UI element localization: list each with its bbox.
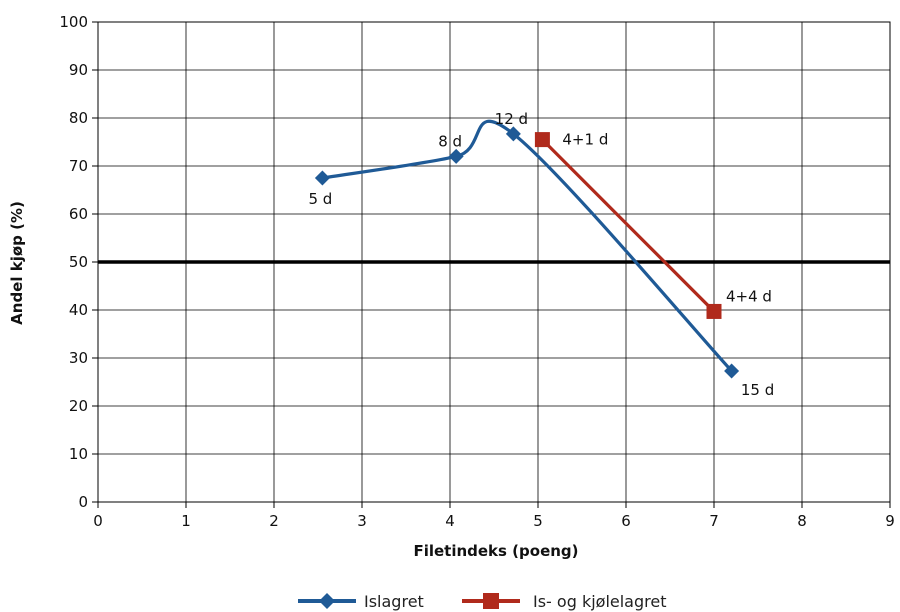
- x-tick-label: 8: [797, 512, 807, 530]
- data-point-marker: [314, 170, 330, 186]
- data-point-marker: [505, 126, 521, 142]
- legend-item: Is- og kjølelagret: [462, 592, 666, 611]
- x-tick-label: 2: [269, 512, 279, 530]
- legend-marker: [483, 593, 499, 609]
- data-point-marker: [448, 148, 464, 164]
- y-tick-label: 30: [69, 349, 88, 367]
- data-label: 15 d: [741, 381, 774, 399]
- x-tick-label: 4: [445, 512, 455, 530]
- y-tick-label: 20: [69, 397, 88, 415]
- legend-label: Is- og kjølelagret: [533, 592, 666, 611]
- y-axis-ticks: 0 10 20 30 40 50 60 70 80 90 100: [59, 13, 98, 511]
- series-line-islagret: [322, 119, 733, 373]
- y-tick-label: 80: [69, 109, 88, 127]
- y-tick-label: 70: [69, 157, 88, 175]
- data-label: 4+1 d: [562, 131, 608, 149]
- x-tick-label: 1: [181, 512, 191, 530]
- data-point-marker: [724, 363, 740, 379]
- x-tick-label: 5: [533, 512, 543, 530]
- x-tick-label: 9: [885, 512, 895, 530]
- legend: Islagret Is- og kjølelagret: [298, 592, 666, 611]
- y-tick-label: 90: [69, 61, 88, 79]
- x-tick-label: 3: [357, 512, 367, 530]
- y-tick-label: 60: [69, 205, 88, 223]
- legend-marker: [319, 593, 335, 609]
- y-tick-label: 10: [69, 445, 88, 463]
- data-label: 12 d: [495, 110, 528, 128]
- x-tick-label: 7: [709, 512, 719, 530]
- y-tick-label: 100: [59, 13, 88, 31]
- data-label: 8 d: [438, 132, 462, 150]
- data-point-marker: [534, 132, 550, 148]
- x-axis-title: Filetindeks (poeng): [413, 542, 578, 560]
- legend-label: Islagret: [364, 592, 424, 611]
- data-label: 4+4 d: [726, 287, 772, 305]
- x-tick-label: 0: [93, 512, 103, 530]
- series-line-is-og-kjolelagret: [541, 138, 716, 313]
- x-tick-label: 6: [621, 512, 631, 530]
- point-labels: 5 d 8 d 12 d 15 d 4+1 d 4+4 d: [308, 110, 774, 399]
- data-label: 5 d: [308, 190, 332, 208]
- legend-item: Islagret: [298, 592, 424, 611]
- data-point-marker: [706, 303, 722, 319]
- y-tick-label: 50: [69, 253, 88, 271]
- y-tick-label: 40: [69, 301, 88, 319]
- x-axis-ticks: 0 1 2 3 4 5 6 7 8 9: [93, 502, 895, 530]
- series-group: [314, 119, 740, 379]
- y-axis-title: Andel kjøp (%): [8, 201, 26, 325]
- y-tick-label: 0: [78, 493, 88, 511]
